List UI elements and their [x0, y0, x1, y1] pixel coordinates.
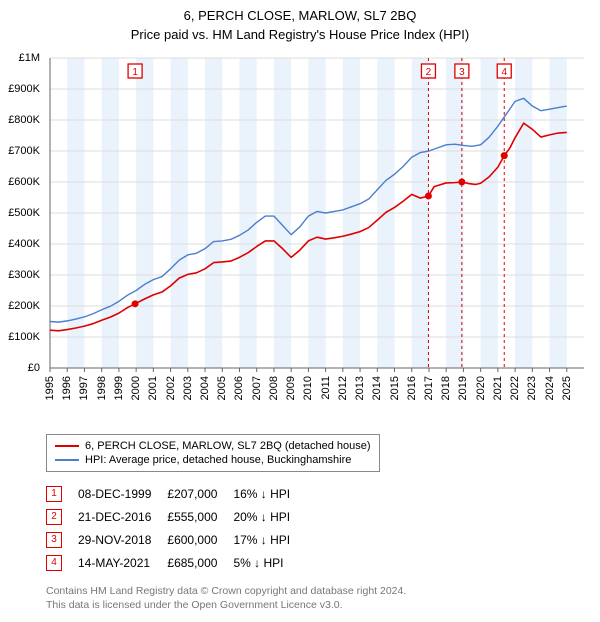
x-axis-label: 2000	[130, 376, 142, 400]
footer-line-1: Contains HM Land Registry data © Crown c…	[46, 584, 600, 598]
legend-item: HPI: Average price, detached house, Buck…	[55, 453, 371, 467]
svg-text:4: 4	[501, 67, 507, 78]
sale-price: £555,000	[167, 505, 233, 528]
sale-delta: 5% ↓ HPI	[233, 551, 306, 574]
y-axis-label: £800K	[8, 114, 40, 126]
y-axis-label: £0	[28, 362, 40, 374]
sale-marker-box: 1	[46, 486, 62, 502]
sale-delta: 16% ↓ HPI	[233, 482, 306, 505]
x-axis-label: 1998	[96, 376, 108, 400]
x-axis-label: 2005	[216, 376, 228, 400]
x-axis-label: 2009	[285, 376, 297, 400]
x-axis-label: 2024	[544, 376, 556, 400]
y-axis-label: £100K	[8, 331, 40, 343]
chart-subtitle: Price paid vs. HM Land Registry's House …	[0, 23, 600, 48]
x-axis-label: 2014	[371, 376, 383, 400]
x-axis-label: 2013	[354, 376, 366, 400]
legend-item: 6, PERCH CLOSE, MARLOW, SL7 2BQ (detache…	[55, 439, 371, 453]
x-axis-label: 2001	[147, 376, 159, 400]
sale-marker-box: 4	[46, 555, 62, 571]
sale-marker-box: 2	[46, 509, 62, 525]
x-axis-label: 1996	[61, 376, 73, 400]
x-axis-label: 2010	[302, 376, 314, 400]
sale-date: 21-DEC-2016	[78, 505, 167, 528]
x-axis-label: 2008	[268, 376, 280, 400]
y-axis-label: £500K	[8, 207, 40, 219]
table-row: 4 14-MAY-2021£685,0005% ↓ HPI	[46, 551, 306, 574]
table-row: 2 21-DEC-2016£555,00020% ↓ HPI	[46, 505, 306, 528]
x-axis-label: 2015	[389, 376, 401, 400]
x-axis-label: 2004	[199, 376, 211, 400]
chart-title: 6, PERCH CLOSE, MARLOW, SL7 2BQ	[0, 0, 600, 23]
sale-price: £207,000	[167, 482, 233, 505]
x-axis-label: 2016	[406, 376, 418, 400]
y-axis-label: £1M	[19, 52, 40, 64]
x-axis-label: 2006	[233, 376, 245, 400]
footer-line-2: This data is licensed under the Open Gov…	[46, 598, 600, 612]
sale-marker-box: 3	[46, 532, 62, 548]
x-axis-label: 2018	[440, 376, 452, 400]
sale-delta: 17% ↓ HPI	[233, 528, 306, 551]
legend: 6, PERCH CLOSE, MARLOW, SL7 2BQ (detache…	[46, 434, 380, 472]
x-axis-label: 1997	[78, 376, 90, 400]
legend-swatch	[55, 459, 79, 461]
y-axis-label: £600K	[8, 176, 40, 188]
y-axis-label: £400K	[8, 238, 40, 250]
sale-price: £685,000	[167, 551, 233, 574]
sale-price: £600,000	[167, 528, 233, 551]
legend-label: 6, PERCH CLOSE, MARLOW, SL7 2BQ (detache…	[85, 440, 371, 452]
chart-area: 1 2 3 4 £0 £100K £200K £300K £400K £500K £600K £70…	[0, 48, 600, 428]
footer-attribution: Contains HM Land Registry data © Crown c…	[46, 584, 600, 622]
table-row: 1 08-DEC-1999£207,00016% ↓ HPI	[46, 482, 306, 505]
x-axis-label: 2017	[423, 376, 435, 400]
table-row: 3 29-NOV-2018£600,00017% ↓ HPI	[46, 528, 306, 551]
x-axis-label: 2002	[165, 376, 177, 400]
svg-text:3: 3	[459, 67, 465, 78]
svg-text:2: 2	[426, 67, 432, 78]
sale-date: 08-DEC-1999	[78, 482, 167, 505]
x-axis-label: 2012	[337, 376, 349, 400]
x-axis-label: 2003	[182, 376, 194, 400]
y-axis-label: £700K	[8, 145, 40, 157]
sale-date: 14-MAY-2021	[78, 551, 167, 574]
x-axis-label: 1999	[113, 376, 125, 400]
x-axis-label: 1995	[44, 376, 56, 400]
x-axis-label: 2011	[320, 376, 332, 400]
x-axis-label: 2020	[475, 376, 487, 400]
x-axis-label: 2022	[509, 376, 521, 400]
legend-swatch	[55, 445, 79, 447]
x-axis-label: 2019	[457, 376, 469, 400]
x-axis-label: 2025	[561, 376, 573, 400]
y-axis-label: £300K	[8, 269, 40, 281]
x-axis-label: 2023	[526, 376, 538, 400]
sales-table: 1 08-DEC-1999£207,00016% ↓ HPI 2 21-DEC-201…	[46, 482, 306, 574]
x-axis-label: 2021	[492, 376, 504, 400]
x-axis-label: 2007	[251, 376, 263, 400]
sale-date: 29-NOV-2018	[78, 528, 167, 551]
legend-label: HPI: Average price, detached house, Buck…	[85, 454, 351, 466]
svg-text:1: 1	[132, 67, 138, 78]
chart-svg: 1 2 3 4	[0, 48, 600, 428]
y-axis-label: £900K	[8, 83, 40, 95]
sale-delta: 20% ↓ HPI	[233, 505, 306, 528]
y-axis-label: £200K	[8, 300, 40, 312]
